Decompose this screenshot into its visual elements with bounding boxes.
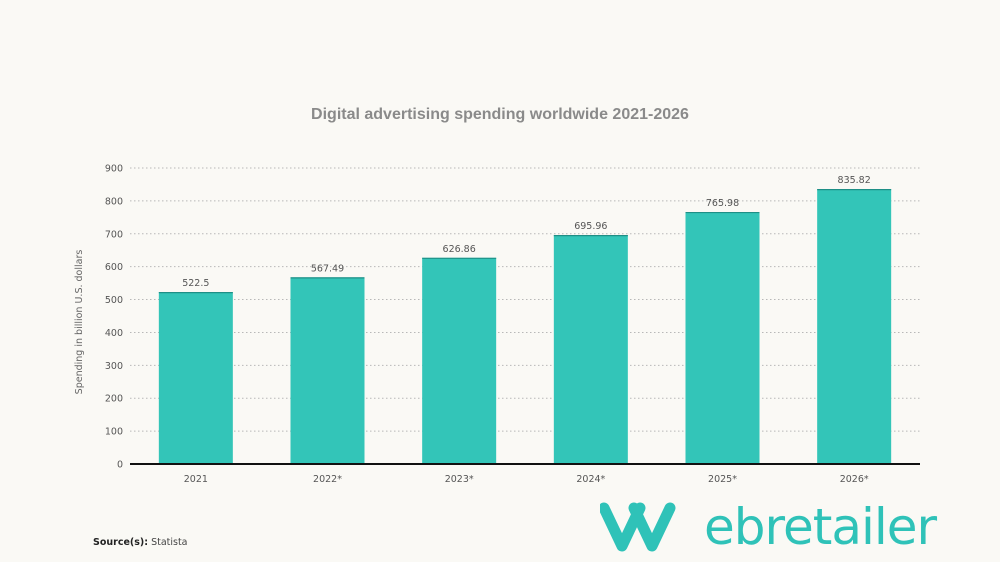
y-tick-label: 100 <box>105 427 123 438</box>
x-tick-label: 2022* <box>313 474 342 485</box>
logo-text: ebretailer <box>704 498 937 556</box>
webretailer-logo: ebretailer <box>600 498 937 556</box>
source-note: Source(s): Statista <box>93 537 188 548</box>
y-tick-label: 700 <box>105 229 123 240</box>
y-tick-label: 300 <box>105 361 123 372</box>
source-label: Source(s): <box>93 537 149 548</box>
y-tick-label: 400 <box>105 328 123 339</box>
data-label: 765.98 <box>706 198 739 209</box>
chart-title: Digital advertising spending worldwide 2… <box>311 106 689 123</box>
y-tick-label: 800 <box>105 196 123 207</box>
x-tick-label: 2021 <box>184 474 208 485</box>
y-tick-label: 200 <box>105 394 123 405</box>
x-tick-label: 2026* <box>840 474 869 485</box>
data-label: 567.49 <box>311 263 344 274</box>
bar <box>422 257 497 464</box>
y-tick-label: 0 <box>117 460 123 471</box>
logo-w-icon <box>600 502 676 552</box>
x-tick-label: 2025* <box>708 474 737 485</box>
bar <box>158 292 233 464</box>
y-tick-label: 900 <box>105 164 123 175</box>
y-tick-label: 500 <box>105 295 123 306</box>
data-label: 522.5 <box>182 278 209 289</box>
y-tick-label: 600 <box>105 262 123 273</box>
y-axis-label: Spending in billion U.S. dollars <box>74 250 85 395</box>
x-tick-label: 2024* <box>576 474 605 485</box>
data-label: 626.86 <box>443 244 476 255</box>
x-tick-label: 2023* <box>445 474 474 485</box>
bar <box>553 235 628 464</box>
bar <box>290 277 365 464</box>
data-label: 835.82 <box>838 175 871 186</box>
data-label: 695.96 <box>574 221 607 232</box>
bar <box>817 189 892 464</box>
source-value: Statista <box>151 537 188 548</box>
bar <box>685 212 760 464</box>
